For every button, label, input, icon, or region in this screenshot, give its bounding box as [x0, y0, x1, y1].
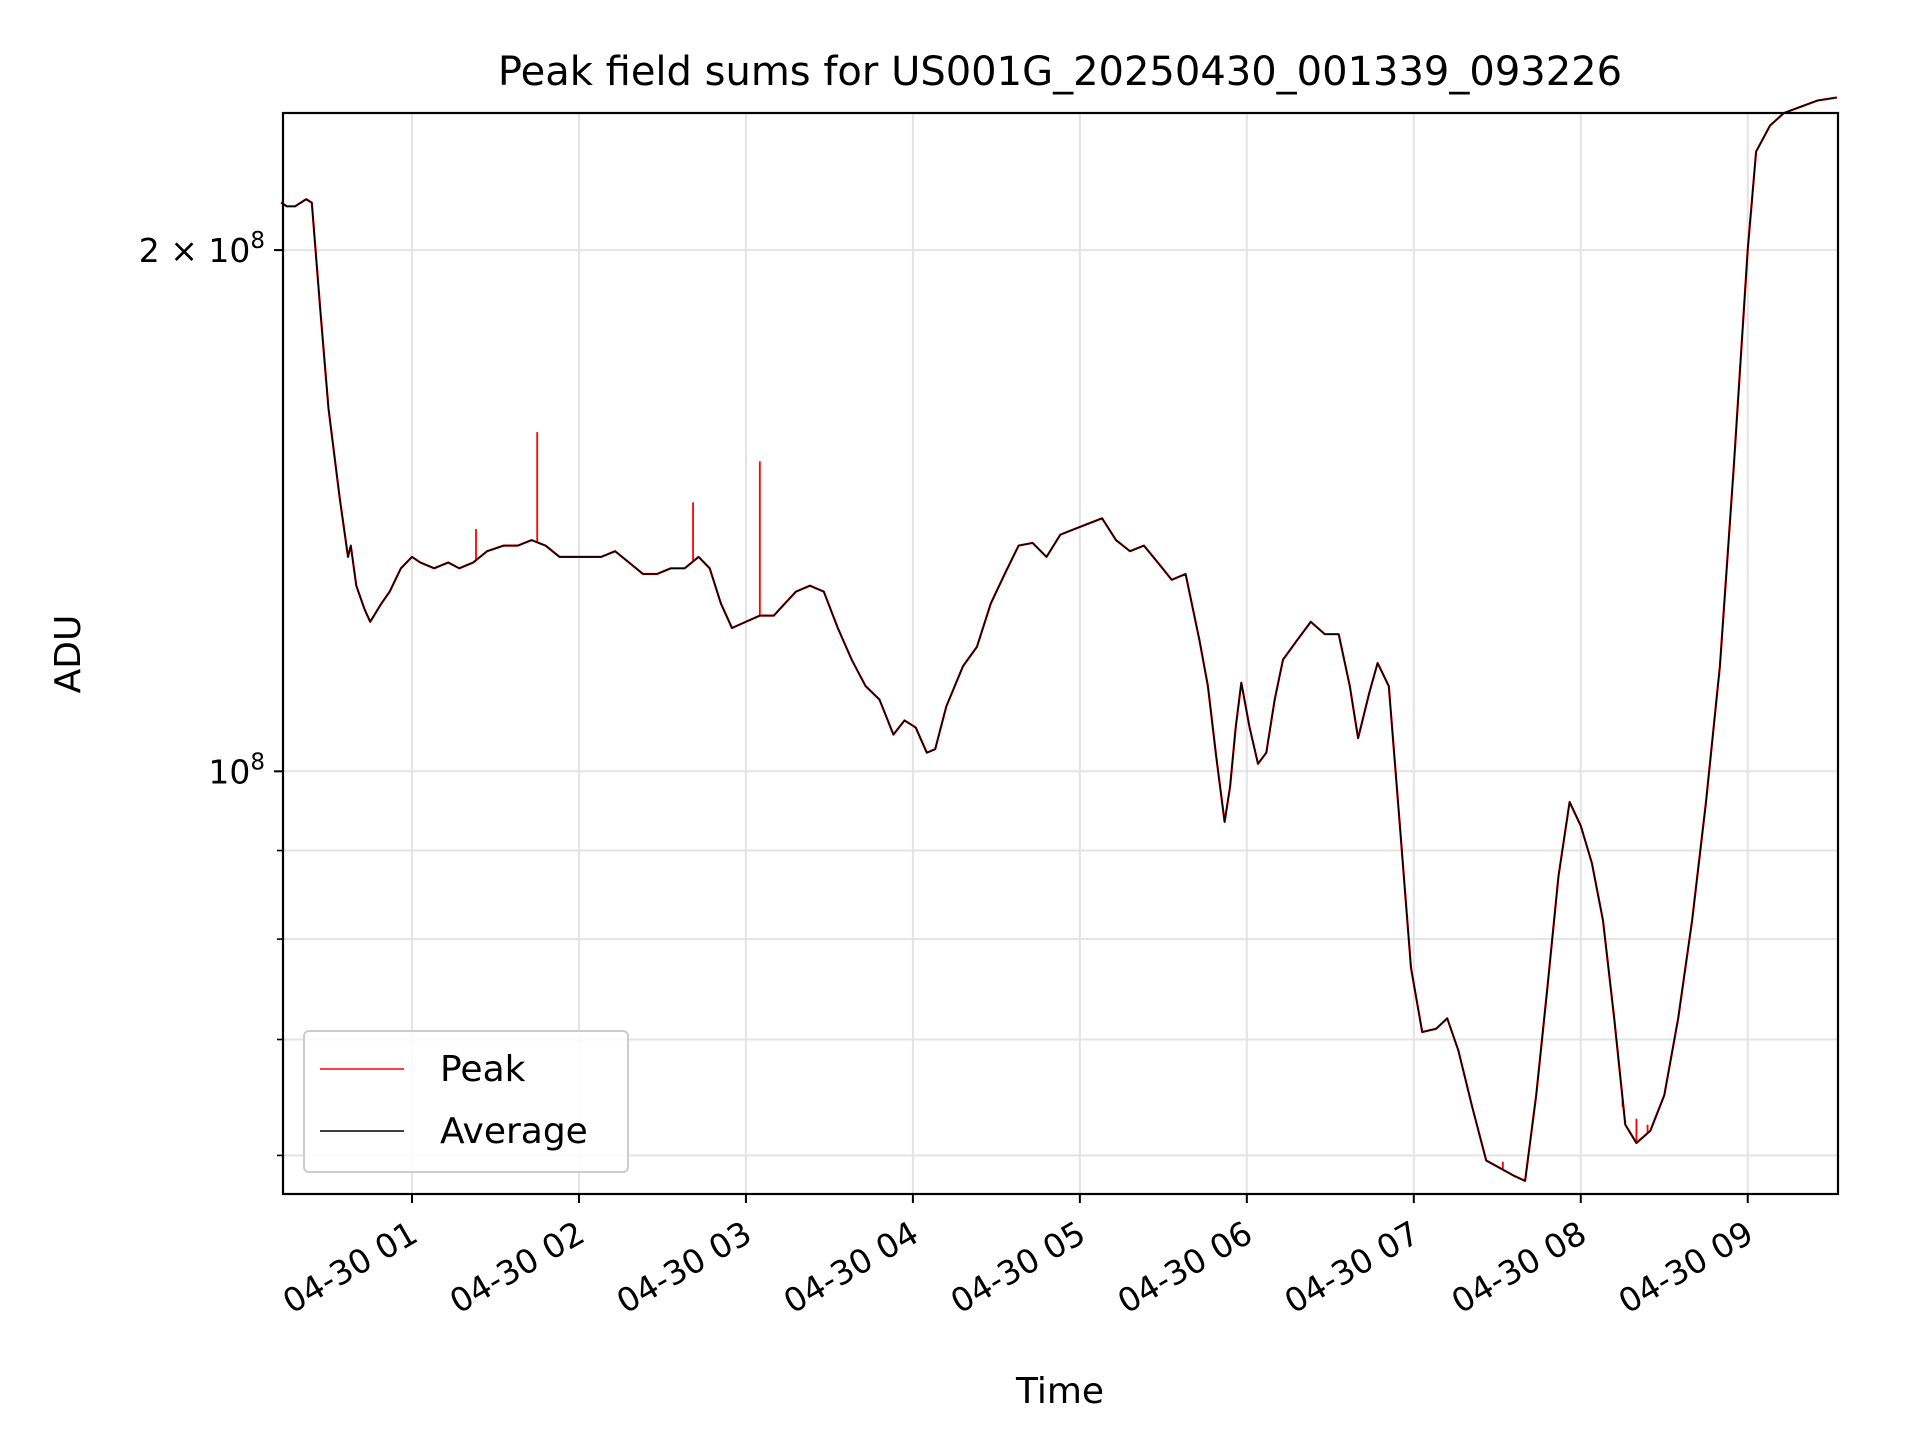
legend-label-average: Average [440, 1111, 588, 1152]
chart-title: Peak field sums for US001G_20250430_0013… [498, 49, 1622, 95]
y-axis-label: ADU [48, 615, 89, 694]
y-tick-label: 108 [208, 749, 265, 791]
plot-frame [281, 111, 1840, 1196]
plot-series [280, 96, 1837, 1182]
y-axis-ticks: 108 2 × 108 [139, 228, 283, 1157]
y-tick-label: 2 × 108 [139, 228, 265, 270]
legend-label-peak: Peak [440, 1049, 526, 1090]
legend-box [303, 1030, 629, 1173]
legend: Peak Average [303, 1030, 629, 1173]
average-line [280, 96, 1837, 1182]
x-axis-label: Time [1015, 1371, 1104, 1412]
